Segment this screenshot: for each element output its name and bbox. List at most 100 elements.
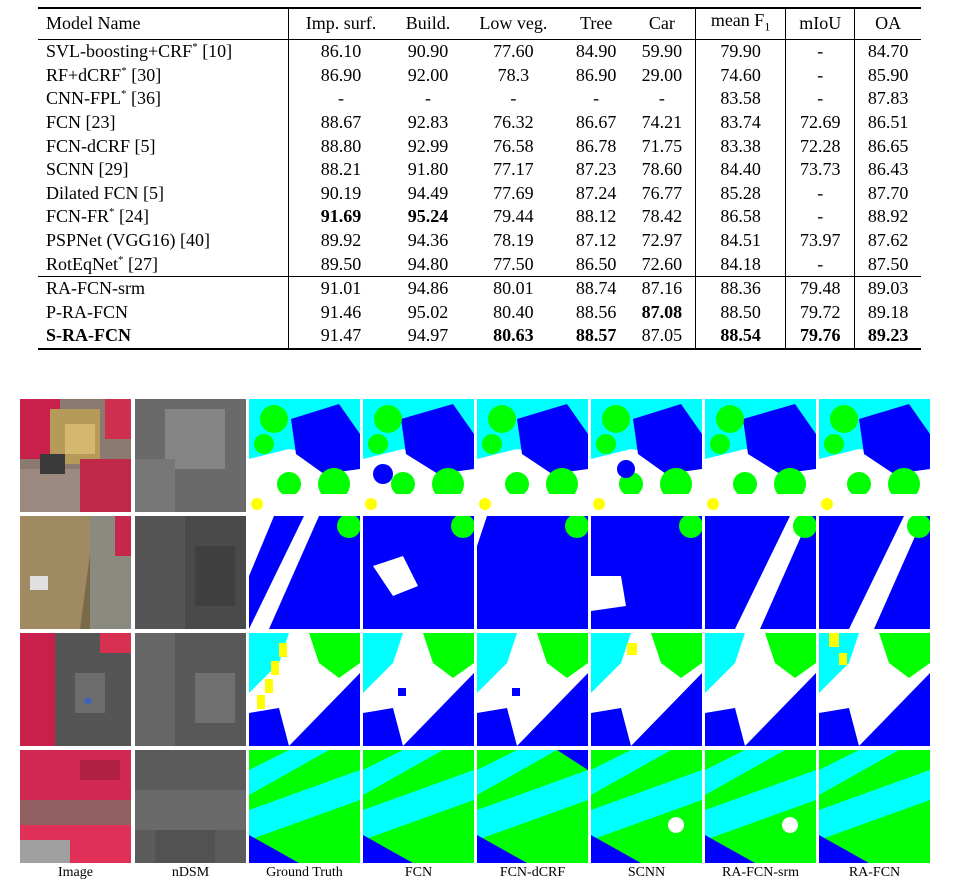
ir-image-tile bbox=[20, 399, 131, 512]
metric-cell: 88.74 bbox=[575, 278, 617, 299]
metric-cell: - bbox=[658, 88, 665, 109]
metric-cell: 78.60 bbox=[641, 159, 683, 180]
metric-cell: 94.49 bbox=[407, 182, 449, 203]
segmentation-tile bbox=[819, 750, 930, 863]
ndsm-tile bbox=[135, 750, 246, 863]
metric-cell: 87.70 bbox=[854, 181, 921, 206]
metric-cell: 95.02 bbox=[407, 301, 449, 322]
model-name: Dilated FCN bbox=[46, 182, 139, 203]
ir-image-tile bbox=[20, 750, 131, 863]
segmentation-tile bbox=[705, 750, 816, 863]
figure-caption: RA-FCN-srm bbox=[721, 865, 799, 880]
col-imp-surf: Imp. surf. bbox=[288, 8, 393, 40]
metric-cell: 95.24 bbox=[407, 206, 449, 227]
col-mean-f1: mean F1 bbox=[694, 8, 786, 40]
metric-cell: 78.19 bbox=[493, 229, 534, 250]
figure-caption: FCN bbox=[404, 865, 433, 880]
metric-cell: 87.24 bbox=[575, 182, 617, 203]
metric-cell: 88.12 bbox=[575, 206, 617, 227]
metric-cell: 90.19 bbox=[288, 181, 393, 206]
segmentation-tile bbox=[705, 633, 816, 746]
model-name-cell: SVL-boosting+CRF* [10] bbox=[38, 40, 289, 64]
metric-cell: 29.00 bbox=[641, 64, 683, 85]
model-name: S-RA-FCN bbox=[46, 325, 131, 346]
model-name-cell: S-RA-FCN bbox=[38, 324, 289, 349]
metric-cell: 88.21 bbox=[288, 158, 393, 182]
model-name-cell: FCN-dCRF [5] bbox=[38, 135, 289, 159]
metric-cell: 91.80 bbox=[407, 159, 449, 180]
metric-cell: 79.48 bbox=[785, 276, 855, 301]
model-name: P-RA-FCN bbox=[46, 301, 129, 322]
metric-cell: 88.56 bbox=[575, 301, 617, 322]
metric-cell: 92.83 bbox=[407, 111, 449, 132]
metric-cell: 89.92 bbox=[288, 228, 393, 253]
model-name: SCNN bbox=[46, 159, 95, 180]
model-name-sup: * bbox=[121, 88, 127, 101]
metric-cell: - bbox=[785, 252, 855, 277]
metric-cell: 91.47 bbox=[288, 324, 393, 349]
table-row: RA-FCN-srm 91.01 94.86 80.01 88.74 87.16 88.36… bbox=[38, 276, 921, 301]
model-reference: [36] bbox=[126, 88, 162, 109]
segmentation-tile bbox=[363, 633, 474, 746]
segmentation-tile bbox=[477, 750, 588, 863]
metric-cell: 92.00 bbox=[407, 64, 449, 85]
metric-cell: - bbox=[510, 88, 517, 109]
results-table: Model Name Imp. surf. Build. Low veg. Tr… bbox=[38, 7, 921, 350]
segmentation-tile bbox=[249, 633, 360, 746]
metric-cell: 88.50 bbox=[694, 300, 786, 325]
metric-cell: 74.60 bbox=[694, 63, 786, 88]
metric-cell: 88.36 bbox=[694, 276, 786, 301]
figure-caption: RA-FCN bbox=[848, 865, 901, 880]
table-row: SVL-boosting+CRF* [10] 86.10 90.90 77.60 84.… bbox=[38, 39, 921, 64]
metric-cell: 87.62 bbox=[854, 228, 921, 253]
metric-cell: 85.90 bbox=[854, 63, 921, 88]
segmentation-tile bbox=[249, 516, 360, 629]
segmentation-tile bbox=[591, 750, 702, 863]
metric-cell: 91.69 bbox=[288, 205, 393, 229]
metric-cell: 86.51 bbox=[854, 110, 921, 135]
metric-cell: 89.18 bbox=[854, 300, 921, 325]
model-name: FCN-dCRF bbox=[46, 135, 131, 156]
metric-cell: 76.58 bbox=[493, 135, 534, 156]
table-row: SCNN [29] 88.21 91.80 77.17 87.23 78.60 84.40 7… bbox=[38, 158, 921, 182]
col-mean-f1-sub: 1 bbox=[764, 19, 771, 34]
metric-cell: 87.08 bbox=[641, 301, 683, 322]
figure-caption: Ground Truth bbox=[266, 865, 343, 880]
metric-cell: 78.3 bbox=[497, 64, 530, 85]
model-reference: [29] bbox=[94, 159, 129, 180]
metric-cell: 94.36 bbox=[407, 229, 449, 250]
segmentation-tile bbox=[363, 750, 474, 863]
table-row: RF+dCRF* [30] 86.90 92.00 78.3 86.90 29.00 74.… bbox=[38, 63, 921, 88]
metric-cell: - bbox=[593, 88, 600, 109]
metric-cell: 80.63 bbox=[493, 325, 534, 346]
metric-cell: 84.70 bbox=[854, 39, 921, 64]
segmentation-tile bbox=[705, 399, 816, 512]
metric-cell: 80.01 bbox=[493, 278, 534, 299]
metric-cell: 84.90 bbox=[575, 41, 617, 62]
metric-cell: 87.16 bbox=[641, 278, 683, 299]
table-row: PSPNet (VGG16) [40] 89.92 94.36 78.19 87.12 7… bbox=[38, 228, 921, 253]
metric-cell: - bbox=[425, 88, 432, 109]
model-name-cell: RF+dCRF* [30] bbox=[38, 64, 289, 88]
metric-cell: 59.90 bbox=[641, 41, 683, 62]
segmentation-tile bbox=[363, 516, 474, 629]
col-low-veg: Low veg. bbox=[479, 13, 548, 34]
metric-cell: 76.32 bbox=[493, 111, 534, 132]
metric-cell: 73.97 bbox=[785, 228, 855, 253]
model-name: RF+dCRF bbox=[46, 64, 122, 85]
segmentation-tile bbox=[477, 399, 588, 512]
model-name: SVL-boosting+CRF bbox=[46, 41, 193, 62]
col-mean-f1-label: mean F bbox=[710, 10, 765, 30]
metric-cell: 86.78 bbox=[575, 135, 617, 156]
ir-image-tile bbox=[20, 633, 131, 746]
metric-cell: 89.23 bbox=[854, 324, 921, 349]
model-name: CNN-FPL bbox=[46, 88, 122, 109]
metric-cell: - bbox=[785, 205, 855, 229]
metric-cell: 91.46 bbox=[288, 300, 393, 325]
metric-cell: 94.80 bbox=[407, 253, 449, 274]
model-name: RotEqNet bbox=[46, 253, 118, 274]
segmentation-tile bbox=[819, 633, 930, 746]
table-header-row: Model Name Imp. surf. Build. Low veg. Tr… bbox=[38, 8, 921, 40]
segmentation-tile bbox=[249, 750, 360, 863]
model-name-cell: FCN [23] bbox=[38, 111, 289, 135]
